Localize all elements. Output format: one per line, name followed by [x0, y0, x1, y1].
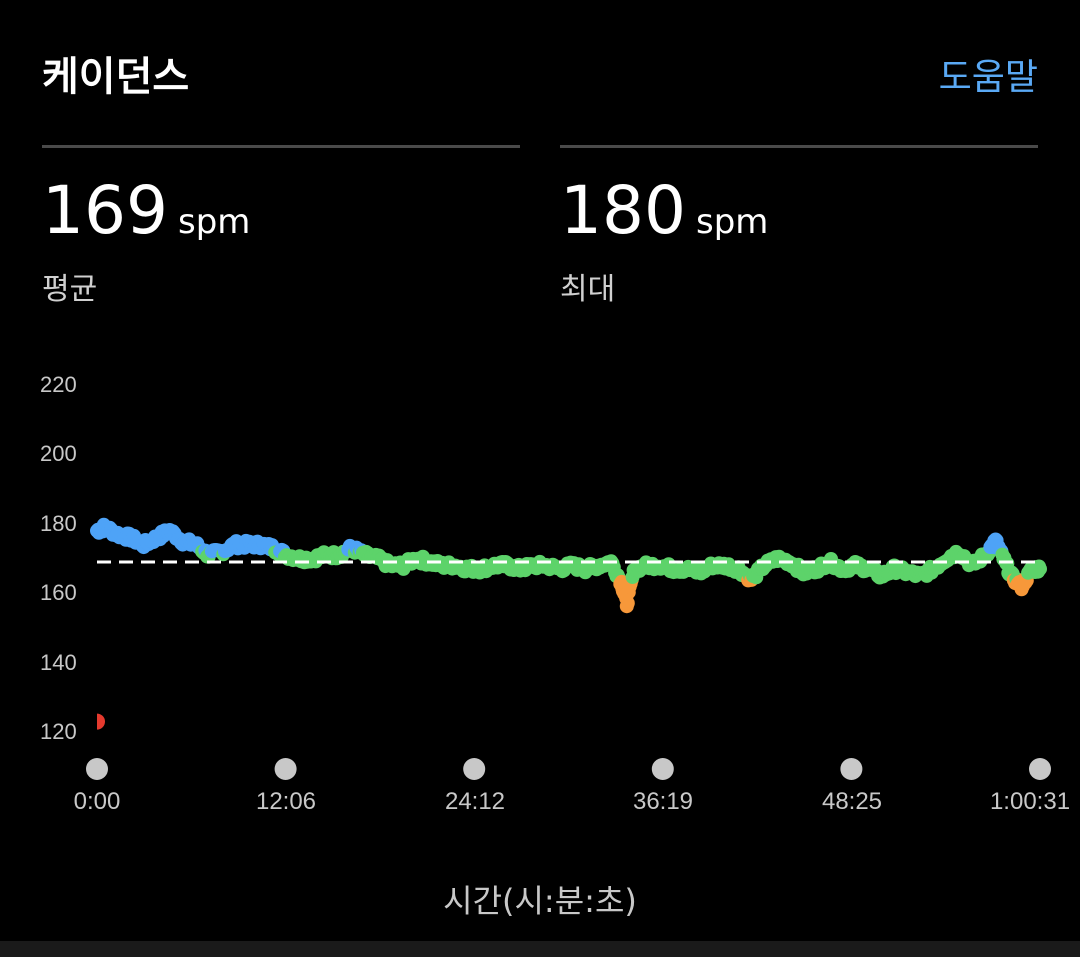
x-tick-dot[interactable] — [463, 758, 486, 780]
x-tick-dot[interactable] — [651, 758, 674, 780]
help-link[interactable]: 도움말 — [938, 57, 1038, 98]
start-marker — [97, 713, 105, 730]
max-stat: 180 spm 최대 — [560, 178, 768, 308]
x-tick-label: 1:00:31 — [989, 788, 1071, 815]
x-tick-label: 0:00 — [73, 788, 121, 815]
y-tick-label: 180 — [40, 511, 77, 536]
max-caption: 최대 — [560, 272, 616, 307]
max-value: 180 — [560, 172, 686, 249]
y-tick-label: 160 — [40, 580, 77, 605]
average-stat: 169 spm 평균 — [42, 178, 250, 308]
cadence-point — [1033, 561, 1047, 576]
average-value: 169 — [42, 172, 168, 249]
x-tick-dot[interactable] — [840, 758, 863, 780]
max-unit: spm — [695, 202, 769, 242]
x-tick-label: 24:12 — [444, 788, 506, 815]
x-tick-label: 48:25 — [821, 788, 883, 815]
x-tick-label: 36:19 — [632, 788, 694, 815]
bottom-bar — [0, 941, 1080, 957]
x-tick-dot[interactable] — [1029, 758, 1051, 780]
y-tick-label: 200 — [40, 441, 77, 466]
y-tick-label: 120 — [40, 719, 77, 744]
y-tick-label: 220 — [40, 372, 77, 397]
y-tick-label: 140 — [40, 650, 77, 675]
cadence-points — [90, 517, 1047, 730]
divider — [560, 145, 1038, 148]
x-tick-label: 12:06 — [255, 788, 317, 815]
x-tick-dot[interactable] — [274, 758, 297, 780]
page-title: 케이던스 — [42, 54, 190, 100]
x-axis-title: 시간(시:분:초) — [443, 882, 637, 920]
x-tick-dots — [86, 758, 1051, 780]
average-caption: 평균 — [42, 272, 98, 307]
average-unit: spm — [177, 202, 251, 242]
cadence-point — [620, 596, 635, 611]
x-tick-dot[interactable] — [86, 758, 108, 780]
divider — [42, 145, 520, 148]
